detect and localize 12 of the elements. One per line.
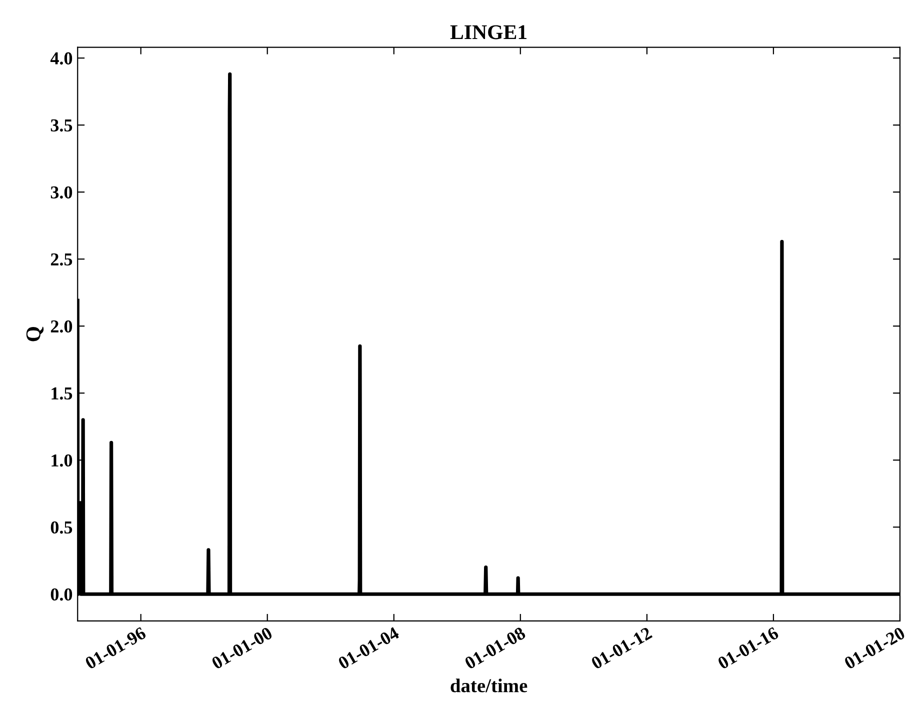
- y-tick-label: 0.5: [50, 521, 72, 534]
- y-tick-label: 1.0: [52, 454, 72, 467]
- x-axis-title: date/time: [450, 678, 528, 692]
- chart-title: LINGE1: [450, 25, 526, 40]
- y-tick-label: 4.0: [50, 52, 72, 65]
- y-tick-label: 3.5: [50, 119, 72, 132]
- y-tick-label: 0.0: [50, 588, 72, 601]
- y-tick-label: 1.5: [52, 387, 72, 400]
- y-tick-label: 2.5: [50, 253, 72, 266]
- y-tick-label: 3.0: [50, 186, 72, 199]
- y-axis-title: Q: [26, 326, 44, 342]
- y-tick-label: 2.0: [50, 320, 72, 333]
